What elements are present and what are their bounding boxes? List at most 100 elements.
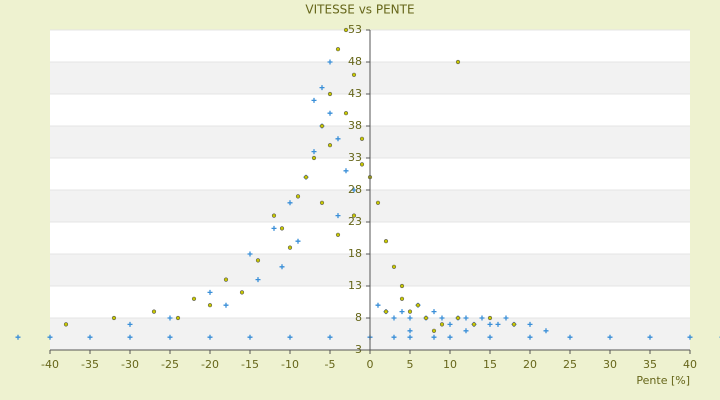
point [279, 264, 285, 270]
point [207, 303, 213, 308]
x-tick-label: 30 [603, 358, 617, 371]
point [463, 315, 469, 321]
point [327, 143, 333, 148]
point [343, 27, 349, 33]
point [431, 309, 437, 315]
axes: 38131823283338434853-40-35-30-25-20-15-1… [41, 23, 697, 371]
point [415, 303, 421, 308]
y-tick-label: 43 [348, 87, 362, 100]
point [439, 315, 445, 321]
point [327, 334, 333, 340]
y-tick-label: 53 [348, 23, 362, 36]
point [287, 200, 293, 206]
point [383, 309, 389, 314]
point [279, 226, 285, 231]
point [87, 334, 93, 340]
x-tick-label: 20 [523, 358, 537, 371]
x-tick-label: 25 [563, 358, 577, 371]
point [487, 315, 493, 321]
point [271, 225, 277, 231]
point [423, 315, 429, 321]
point [191, 296, 197, 301]
point [447, 321, 453, 327]
point [527, 334, 533, 340]
point [319, 85, 325, 91]
x-tick-label: 15 [483, 358, 497, 371]
point [511, 322, 517, 327]
point [311, 155, 317, 161]
point [343, 168, 349, 174]
point [391, 334, 397, 340]
point [271, 213, 277, 218]
point [455, 315, 461, 321]
point [351, 213, 357, 218]
point [247, 251, 253, 257]
x-tick-label: -15 [241, 358, 259, 371]
point [407, 334, 413, 340]
point [335, 213, 341, 219]
point [375, 302, 381, 308]
point [167, 315, 173, 321]
x-tick-label: -20 [201, 358, 219, 371]
x-axis-label: Pente [%] [636, 374, 690, 387]
point [127, 334, 133, 340]
point [255, 258, 261, 263]
point [327, 91, 333, 97]
point [495, 321, 501, 327]
point [543, 328, 549, 334]
y-tick-label: 18 [348, 247, 362, 260]
point [399, 283, 405, 289]
point [359, 136, 365, 141]
point [167, 334, 173, 340]
x-tick-label: 5 [407, 358, 414, 371]
point [503, 315, 509, 321]
point [223, 277, 229, 282]
point [303, 175, 309, 180]
x-tick-label: -30 [121, 358, 139, 371]
x-tick-label: 35 [643, 358, 657, 371]
x-tick-label: 0 [367, 358, 374, 371]
point [111, 315, 117, 321]
point [15, 334, 21, 340]
y-tick-label: 48 [348, 55, 362, 68]
point [351, 72, 357, 77]
point [327, 59, 333, 65]
point [151, 309, 157, 314]
point [439, 322, 445, 327]
point [295, 238, 301, 244]
point [319, 200, 325, 205]
point [527, 321, 533, 327]
point [471, 322, 477, 327]
point [207, 289, 213, 295]
x-tick-label: -40 [41, 358, 59, 371]
point [47, 334, 53, 340]
point [223, 302, 229, 308]
y-tick-label: 38 [348, 119, 362, 132]
point [175, 315, 181, 321]
point [319, 123, 325, 129]
x-tick-label: -25 [161, 358, 179, 371]
point [287, 245, 293, 250]
y-tick-label: 8 [355, 311, 362, 324]
point [311, 97, 317, 103]
point [359, 162, 365, 167]
point [607, 334, 613, 340]
point [567, 334, 573, 340]
point [407, 309, 413, 314]
point [343, 111, 349, 116]
point [463, 328, 469, 334]
point [335, 136, 341, 142]
point [487, 334, 493, 340]
point [247, 334, 253, 340]
points [15, 27, 720, 340]
point [311, 149, 317, 155]
point [487, 321, 493, 327]
y-tick-label: 33 [348, 151, 362, 164]
y-tick-label: 13 [348, 279, 362, 292]
point [63, 322, 69, 327]
point [399, 296, 405, 301]
point [335, 47, 341, 52]
point [647, 334, 653, 340]
x-tick-label: 10 [443, 358, 457, 371]
